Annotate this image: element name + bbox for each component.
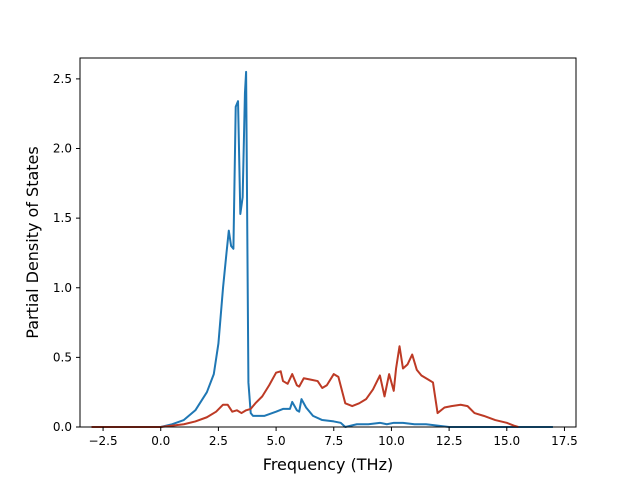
y-tick-label: 2.0 [53,142,72,156]
x-axis-label: Frequency (THz) [263,455,393,474]
y-axis-ticks: 0.0 0.5 1.0 1.5 2.0 2.5 [53,72,80,434]
y-tick-label: 1.0 [53,281,72,295]
series-line-2 [91,345,519,428]
series-line-1 [91,70,553,428]
x-tick-label: 12.5 [436,434,463,448]
x-tick-label: 0.0 [151,434,170,448]
x-axis-ticks: −2.5 0.0 2.5 5.0 7.5 10.0 12.5 15.0 17.5 [88,427,578,448]
x-tick-label: 2.5 [209,434,228,448]
y-tick-label: 0.0 [53,420,72,434]
x-tick-label: 17.5 [551,434,578,448]
series-layer [91,70,553,428]
y-tick-label: 1.5 [53,211,72,225]
x-tick-label: −2.5 [88,434,117,448]
x-tick-label: 10.0 [378,434,405,448]
x-tick-label: 7.5 [324,434,343,448]
y-axis-label: Partial Density of States [23,146,42,338]
plot-frame [79,57,577,428]
y-tick-label: 2.5 [53,72,72,86]
x-tick-label: 5.0 [267,434,286,448]
x-tick-label: 15.0 [493,434,520,448]
y-tick-label: 0.5 [53,350,72,364]
